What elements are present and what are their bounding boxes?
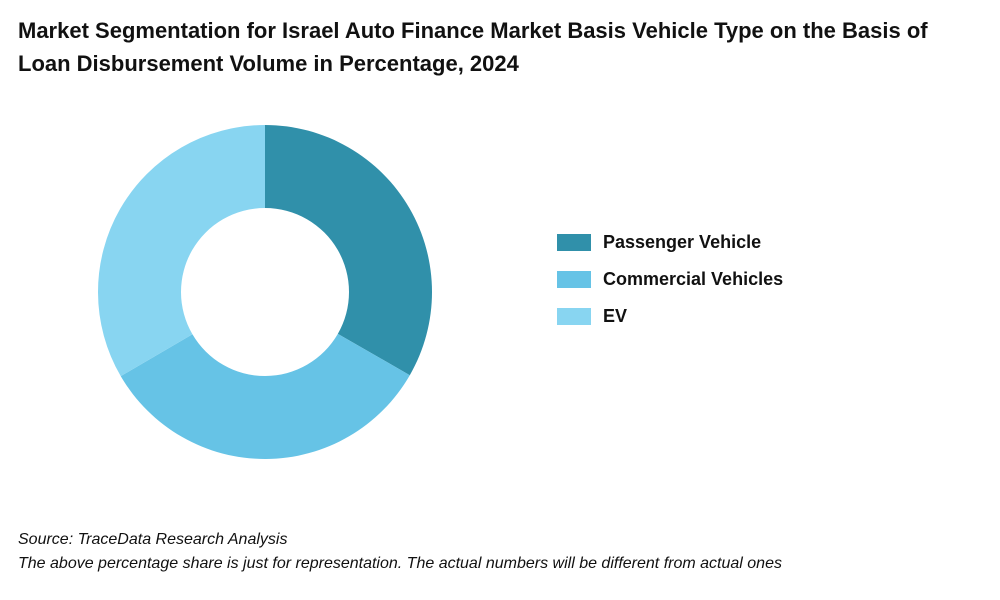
legend-swatch-passenger-vehicle — [557, 234, 591, 251]
legend-item-commercial-vehicles: Commercial Vehicles — [557, 261, 783, 298]
slice-passenger-vehicle — [265, 125, 432, 376]
legend: Passenger Vehicle Commercial Vehicles EV — [557, 224, 783, 335]
legend-label-commercial-vehicles: Commercial Vehicles — [603, 269, 784, 289]
legend-label-ev: EV — [603, 306, 628, 326]
legend-swatch-ev — [557, 308, 591, 325]
chart-title: Market Segmentation for Israel Auto Fina… — [18, 18, 928, 76]
legend-label-passenger-vehicle: Passenger Vehicle — [603, 232, 762, 252]
legend-item-ev: EV — [557, 298, 783, 335]
footnote: Source: TraceData Research Analysis The … — [18, 528, 782, 576]
slice-commercial-vehicles — [120, 333, 410, 459]
source-text: Source: TraceData Research Analysis — [18, 531, 288, 548]
disclaimer-text: The above percentage share is just for r… — [18, 555, 782, 572]
legend-swatch-commercial-vehicles — [557, 271, 591, 288]
slice-ev — [98, 124, 265, 377]
legend-item-passenger-vehicle: Passenger Vehicle — [557, 224, 783, 261]
